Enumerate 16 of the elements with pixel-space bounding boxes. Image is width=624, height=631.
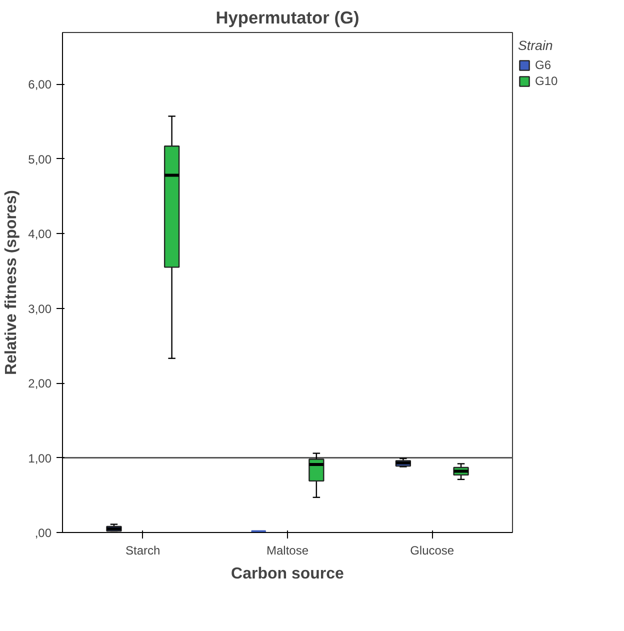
y-axis-title: Relative fitness (spores) (3, 190, 20, 375)
x-tick-label: Starch (126, 544, 160, 558)
y-tick-label: 2,00 (28, 376, 52, 391)
y-tick-label: 1,00 (28, 451, 52, 466)
y-tick-label: 4,00 (28, 227, 52, 242)
y-tick-label: 5,00 (28, 152, 52, 166)
y-tick-label: 6,00 (28, 78, 52, 92)
legend-label: G10 (535, 74, 559, 88)
legend-label: G6 (535, 58, 552, 72)
y-tick-label: 3,00 (28, 302, 52, 316)
y-tick-label: ,00 (34, 526, 52, 540)
chart-title: Hypermutator (G) (216, 8, 360, 28)
legend-title: Strain (518, 38, 554, 53)
x-tick-label: Maltose (266, 544, 309, 558)
x-tick-label: Glucose (410, 544, 454, 558)
x-axis-title: Carbon source (231, 566, 344, 582)
